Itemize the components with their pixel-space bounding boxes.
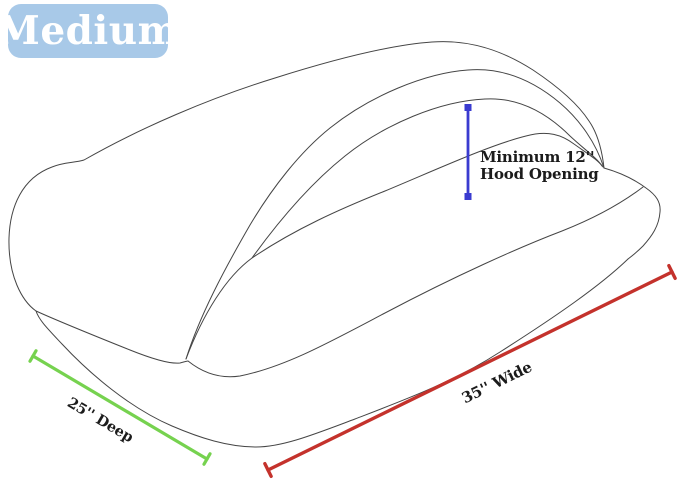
depth-dimension [28, 349, 212, 466]
width-cap-end [667, 264, 677, 280]
width-label: 35'' Wide [459, 358, 535, 407]
size-badge: Medium [0, 4, 179, 58]
hood-opening-dimension [464, 104, 472, 200]
bed-right-end-edge [603, 167, 661, 260]
bed-hood-outer-edge [185, 69, 605, 360]
hood-opening-cap-bottom [464, 193, 472, 200]
hood-opening-cap-top [464, 104, 472, 111]
size-badge-label: Medium [0, 8, 180, 54]
bed-bottom-edge [35, 258, 629, 448]
width-cap-start [263, 462, 273, 478]
bed-mattress-seam [187, 186, 644, 378]
bed-hood-inner-edge [185, 98, 603, 360]
depth-cap-end [202, 452, 212, 466]
bed-line-drawing [8, 41, 661, 448]
hood-opening-label-line1: Minimum 12'' [480, 148, 594, 166]
width-dimension [263, 264, 677, 478]
depth-cap-start [28, 349, 38, 363]
bed-outer-silhouette [8, 41, 605, 312]
depth-label: 25'' Deep [64, 394, 136, 446]
width-dimension-line [266, 270, 674, 472]
hood-opening-dimension-caps [464, 104, 472, 200]
depth-dimension-line [31, 354, 209, 461]
hood-opening-label-line2: Hood Opening [480, 165, 599, 183]
bed-cushion-top-edge [251, 132, 604, 259]
bed-left-cushion-seam [35, 310, 189, 364]
